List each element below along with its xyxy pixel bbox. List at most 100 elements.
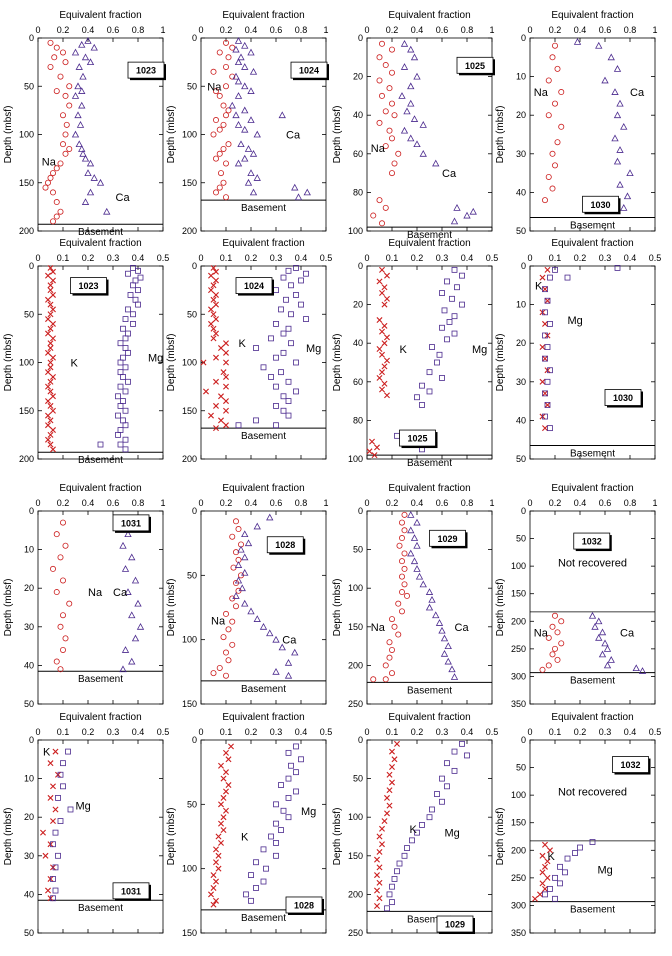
ca-point: [86, 159, 95, 167]
mg-point: [280, 393, 287, 400]
y-tick-label: 150: [182, 928, 197, 938]
na-point: [47, 63, 54, 70]
mg-point: [614, 265, 621, 271]
ca-point: [244, 178, 253, 186]
mg-point: [542, 355, 548, 362]
y-tick-label: 100: [348, 812, 363, 822]
ca-point: [291, 648, 299, 656]
na-point: [232, 518, 239, 525]
mg-point: [117, 441, 124, 448]
y-tick-label: 50: [516, 763, 526, 773]
mg-point: [404, 845, 410, 851]
k-point: [213, 301, 219, 308]
na-point: [47, 39, 54, 46]
k-point: [45, 436, 51, 443]
x-tick-label: 0.5: [320, 727, 333, 737]
x-axis-title: Equivalent fraction: [222, 712, 304, 723]
y-tick-label: 150: [182, 699, 197, 709]
basement-label: Basement: [570, 676, 615, 687]
ca-point: [266, 513, 274, 521]
mg-point: [122, 446, 129, 453]
mg-point: [273, 287, 279, 294]
x-tick-label: 0: [527, 25, 532, 35]
y-tick-label: 80: [353, 187, 363, 197]
na-point: [53, 44, 60, 51]
k-point: [50, 335, 56, 342]
ca-point: [413, 518, 421, 526]
na-point: [66, 83, 73, 90]
ca-point: [237, 53, 245, 61]
mg-point: [122, 407, 129, 414]
y-tick-label: 0: [521, 33, 526, 43]
ca-point: [601, 76, 609, 84]
na-point: [53, 589, 60, 596]
ca-point: [128, 611, 136, 619]
y-tick-label: 200: [19, 226, 34, 236]
ca-point: [237, 140, 245, 148]
x-tick-label: 0.4: [245, 25, 258, 35]
y-tick-label: 300: [511, 900, 526, 910]
panel-1025-KMg: Equivalent fraction Depth (mbsf) 0 0.1 0.2 0.…: [332, 238, 498, 469]
x-tick-label: 0.4: [461, 727, 474, 737]
x-tick-label: 0.5: [649, 727, 662, 737]
k-point: [215, 865, 222, 872]
mg-point: [444, 278, 450, 285]
ca-point: [413, 140, 421, 148]
k-point: [42, 852, 49, 859]
y-tick-label: 0: [29, 33, 34, 43]
ca-point: [259, 622, 268, 630]
ca-point: [71, 48, 80, 56]
k-point: [384, 334, 390, 341]
x-tick-label: 0.1: [220, 253, 233, 263]
k-point: [374, 444, 380, 451]
x-tick-label: 0.3: [599, 253, 612, 263]
y-tick-label: 150: [511, 818, 526, 828]
element-label-Na: Na: [534, 627, 549, 639]
y-tick-label: 0: [521, 261, 526, 271]
na-point: [60, 612, 67, 619]
na-point: [545, 112, 552, 119]
na-point: [542, 197, 549, 204]
x-tick-label: 0.2: [574, 727, 587, 737]
site-label: 1023: [78, 281, 98, 291]
ca-point: [247, 48, 255, 56]
mg-point: [60, 760, 66, 767]
x-tick-label: 1: [160, 498, 165, 508]
x-tick-label: 0.2: [245, 253, 258, 263]
k-point: [50, 268, 56, 275]
ca-point: [121, 646, 130, 653]
y-tick-label: 100: [182, 635, 197, 645]
mg-point: [135, 267, 141, 274]
na-point: [216, 664, 223, 671]
site-box: [235, 277, 273, 294]
na-point: [229, 641, 236, 648]
series-Ca: [573, 38, 634, 211]
na-point: [378, 92, 385, 99]
plot-frame: [529, 739, 656, 934]
ca-point: [425, 603, 434, 611]
na-point: [235, 526, 242, 533]
mg-point: [439, 375, 445, 381]
x-tick-label: 0.3: [599, 727, 612, 737]
ca-point: [407, 526, 415, 534]
na-point: [210, 131, 217, 138]
k-point: [542, 355, 548, 362]
x-tick-label: 0.2: [574, 253, 587, 263]
ca-point: [74, 82, 82, 90]
k-point: [47, 264, 54, 271]
k-point: [542, 390, 548, 397]
mg-point: [547, 885, 553, 892]
ca-point: [588, 611, 597, 619]
x-tick-label: 0.2: [220, 498, 233, 508]
x-axis-title: Equivalent fraction: [59, 483, 141, 494]
panel-1031-NaCa: Equivalent fraction Depth (mbsf) 0 0.2 0.4 0.…: [3, 483, 166, 709]
na-point: [53, 658, 60, 665]
mg-point: [243, 891, 249, 898]
na-point: [401, 581, 408, 588]
ca-point: [253, 174, 261, 181]
na-point: [401, 550, 408, 557]
ca-point: [410, 53, 419, 61]
x-tick-label: 0: [527, 727, 532, 737]
mg-point: [288, 282, 294, 289]
y-axis-title: Depth (mbsf): [166, 579, 177, 637]
